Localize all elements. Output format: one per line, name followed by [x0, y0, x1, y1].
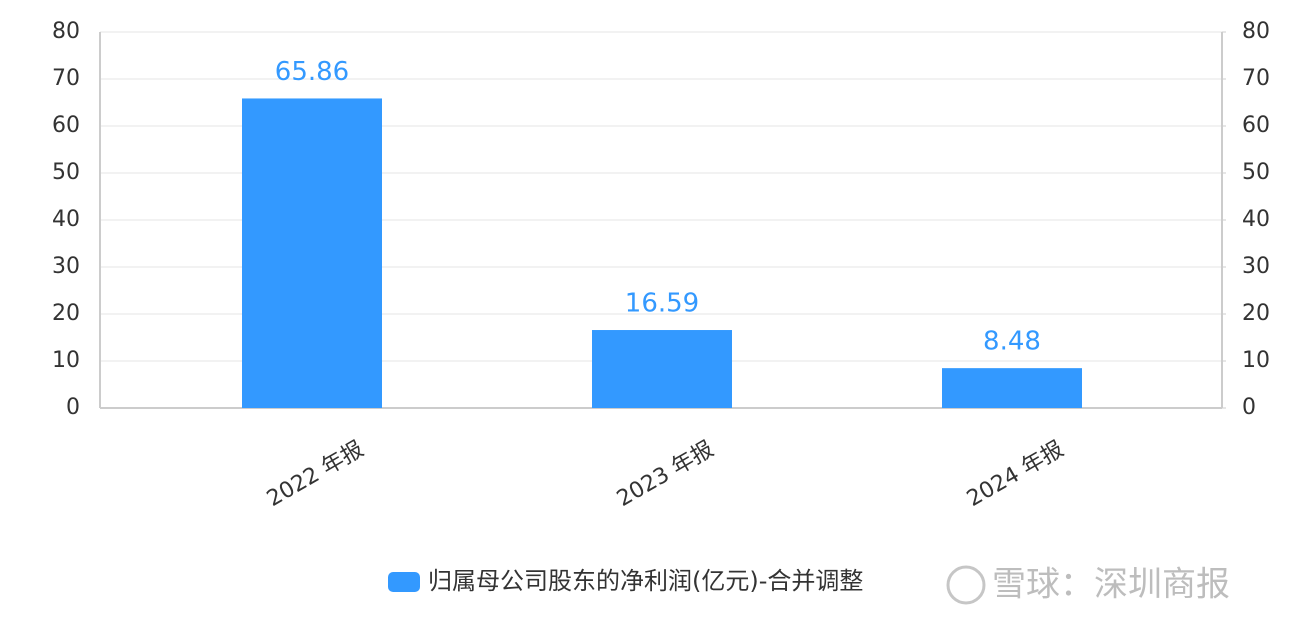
- bar: [592, 330, 732, 408]
- y-tick-label: 30: [52, 254, 80, 279]
- watermark: 雪球：深圳商报: [946, 565, 1230, 605]
- legend-swatch: [388, 572, 420, 592]
- y-tick-label: 60: [52, 113, 80, 138]
- x-tick-label: 2024 年报: [963, 437, 1068, 512]
- bar: [242, 98, 382, 408]
- y-tick-label: 20: [52, 301, 80, 326]
- data-label: 65.86: [275, 57, 349, 87]
- y-tick-label: 50: [52, 160, 80, 185]
- x-tick-label: 2022 年报: [263, 437, 368, 512]
- watermark-text: 雪球：深圳商报: [992, 565, 1230, 605]
- bar: [942, 368, 1082, 408]
- watermark-logo: [946, 565, 986, 605]
- legend-label: 归属母公司股东的净利润(亿元)-合并调整: [428, 567, 863, 595]
- y2-tick-label: 20: [1242, 301, 1270, 326]
- y2-tick-label: 10: [1242, 348, 1270, 373]
- y-tick-label: 70: [52, 66, 80, 91]
- y2-tick-label: 40: [1242, 207, 1270, 232]
- y2-tick-label: 60: [1242, 113, 1270, 138]
- y2-tick-label: 0: [1242, 395, 1256, 420]
- data-label: 16.59: [625, 289, 699, 319]
- y2-tick-label: 50: [1242, 160, 1270, 185]
- data-label: 8.48: [983, 327, 1041, 357]
- y2-tick-label: 70: [1242, 66, 1270, 91]
- y-tick-label: 10: [52, 348, 80, 373]
- y-tick-label: 0: [66, 395, 80, 420]
- x-tick-label: 2023 年报: [613, 437, 718, 512]
- y2-tick-label: 80: [1242, 19, 1270, 44]
- y2-tick-label: 30: [1242, 254, 1270, 279]
- y-tick-label: 40: [52, 207, 80, 232]
- y-tick-label: 80: [52, 19, 80, 44]
